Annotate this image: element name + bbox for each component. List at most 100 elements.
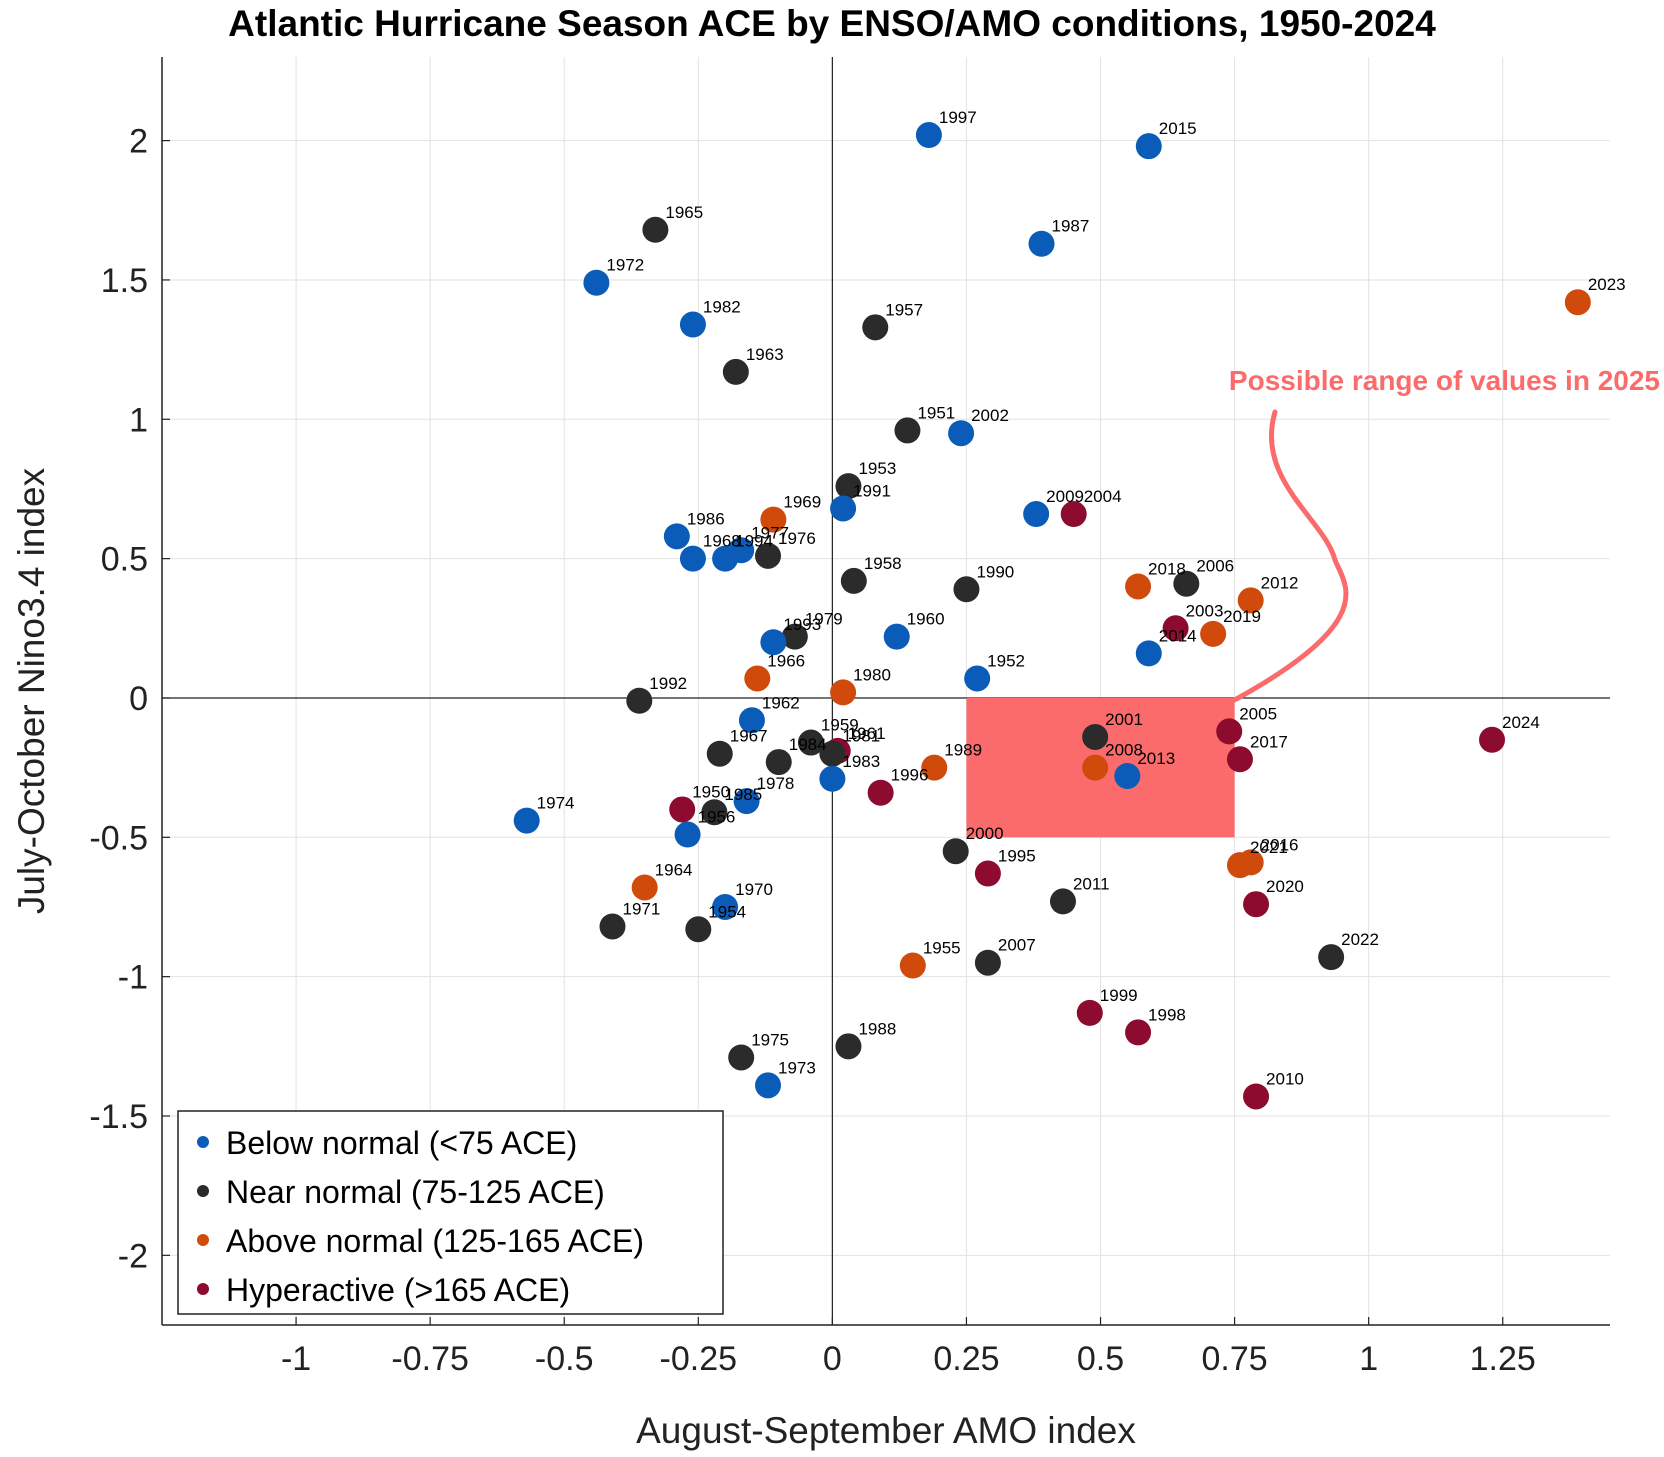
point-1967 <box>706 740 733 767</box>
point-label-1978: 1978 <box>757 774 795 793</box>
point-2012 <box>1237 587 1264 614</box>
point-label-2022: 2022 <box>1341 930 1379 949</box>
x-tick-5: 0.25 <box>933 1340 999 1378</box>
point-label-2004: 2004 <box>1084 487 1122 506</box>
point-label-1980: 1980 <box>853 665 891 684</box>
point-1966 <box>744 665 771 692</box>
legend-marker-near <box>197 1185 209 1197</box>
point-1959 <box>797 729 824 756</box>
point-1983 <box>819 765 846 792</box>
point-2015 <box>1135 133 1162 160</box>
point-2010 <box>1243 1083 1270 1110</box>
point-1957 <box>862 314 889 341</box>
legend-label-hyper: Hyperactive (>165 ACE) <box>226 1272 570 1308</box>
point-2001 <box>1082 723 1109 750</box>
point-label-2020: 2020 <box>1266 877 1304 896</box>
point-label-1982: 1982 <box>703 298 741 317</box>
point-label-1996: 1996 <box>891 766 929 785</box>
point-label-1971: 1971 <box>622 899 660 918</box>
point-label-2015: 2015 <box>1159 119 1197 138</box>
point-label-2021: 2021 <box>1250 838 1288 857</box>
point-label-1950: 1950 <box>692 782 730 801</box>
point-label-1957: 1957 <box>885 300 923 319</box>
point-label-1954: 1954 <box>708 902 746 921</box>
point-1951 <box>894 417 921 444</box>
point-1994 <box>712 545 739 572</box>
point-1970 <box>712 893 739 920</box>
point-label-1966: 1966 <box>767 651 805 670</box>
x-tick-9: 1.25 <box>1470 1340 1536 1378</box>
point-label-1967: 1967 <box>730 727 768 746</box>
point-1952 <box>964 665 991 692</box>
point-label-2013: 2013 <box>1137 749 1175 768</box>
point-label-1981: 1981 <box>842 727 880 746</box>
point-label-1987: 1987 <box>1052 217 1090 236</box>
point-1978 <box>733 788 760 815</box>
point-label-1965: 1965 <box>665 203 703 222</box>
point-1985 <box>701 799 728 826</box>
legend-marker-above <box>197 1234 209 1246</box>
point-1995 <box>974 860 1001 887</box>
point-label-2018: 2018 <box>1148 559 1186 578</box>
point-label-1953: 1953 <box>858 459 896 478</box>
point-label-1995: 1995 <box>998 847 1036 866</box>
point-label-1989: 1989 <box>944 741 982 760</box>
y-tick-7: 1.5 <box>101 262 148 300</box>
point-2000 <box>942 838 969 865</box>
point-label-2003: 2003 <box>1186 601 1224 620</box>
y-tick-2: -1 <box>118 959 148 997</box>
point-label-1983: 1983 <box>842 752 880 771</box>
point-1992 <box>626 687 653 714</box>
point-label-1960: 1960 <box>907 610 945 629</box>
point-2024 <box>1479 726 1506 753</box>
point-2013 <box>1114 762 1141 789</box>
point-1979 <box>781 623 808 650</box>
point-label-1955: 1955 <box>923 939 961 958</box>
point-2006 <box>1173 570 1200 597</box>
point-label-2023: 2023 <box>1588 275 1626 294</box>
point-label-2001: 2001 <box>1105 710 1143 729</box>
point-label-1986: 1986 <box>687 509 725 528</box>
point-label-1998: 1998 <box>1148 1005 1186 1024</box>
legend-marker-hyper <box>197 1283 209 1295</box>
point-1998 <box>1125 1019 1152 1046</box>
point-2008 <box>1082 754 1109 781</box>
point-label-1973: 1973 <box>778 1058 816 1077</box>
point-label-1962: 1962 <box>762 693 800 712</box>
point-label-2024: 2024 <box>1502 713 1540 732</box>
y-tick-0: -2 <box>118 1237 148 1275</box>
point-label-1969: 1969 <box>783 493 821 512</box>
x-tick-1: -0.75 <box>391 1340 469 1378</box>
point-1973 <box>755 1072 782 1099</box>
point-label-1959: 1959 <box>821 716 859 735</box>
x-tick-2: -0.5 <box>535 1340 594 1378</box>
point-label-2019: 2019 <box>1223 607 1261 626</box>
y-tick-5: 0.5 <box>101 541 148 579</box>
point-1968 <box>679 545 706 572</box>
annotation-arrow <box>1232 409 1349 703</box>
point-1984 <box>765 749 792 776</box>
point-label-1988: 1988 <box>858 1019 896 1038</box>
point-1950 <box>669 796 696 823</box>
point-label-1968: 1968 <box>703 532 741 551</box>
x-tick-7: 0.75 <box>1201 1340 1267 1378</box>
legend-label-above: Above normal (125-165 ACE) <box>226 1223 644 1259</box>
chart-title: Atlantic Hurricane Season ACE by ENSO/AM… <box>228 3 1436 44</box>
legend-label-below: Below normal (<75 ACE) <box>226 1125 577 1161</box>
point-1991 <box>830 495 857 522</box>
point-label-1990: 1990 <box>976 562 1014 581</box>
point-1971 <box>599 913 626 940</box>
legend-box <box>177 1110 724 1315</box>
y-tick-3: -0.5 <box>89 819 148 857</box>
point-1963 <box>722 358 749 385</box>
point-label-2006: 2006 <box>1196 557 1234 576</box>
point-1987 <box>1028 230 1055 257</box>
point-2023 <box>1564 289 1591 316</box>
point-1982 <box>679 311 706 338</box>
point-1954 <box>685 916 712 943</box>
point-label-2011: 2011 <box>1073 874 1110 893</box>
point-1955 <box>899 952 926 979</box>
point-label-2014: 2014 <box>1159 626 1197 645</box>
x-tick-0: -1 <box>281 1340 311 1378</box>
